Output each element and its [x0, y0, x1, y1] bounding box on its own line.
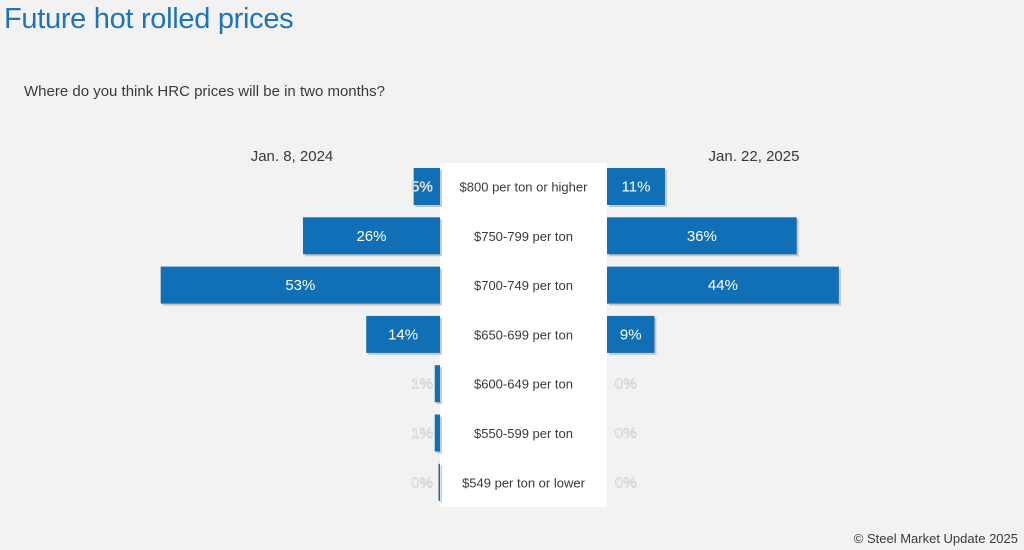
data-label-left: 0% — [411, 474, 433, 491]
category-panel — [440, 163, 607, 507]
data-label-right: 44% — [708, 277, 738, 294]
category-label: $750-799 per ton — [474, 229, 573, 244]
data-label-right: 0% — [615, 376, 637, 393]
bar-left — [434, 414, 440, 452]
data-label-left: 26% — [356, 228, 386, 245]
bar-left — [434, 365, 440, 403]
butterfly-bar-chart: Jan. 8, 2024 Jan. 22, 2025 $800 per ton or… — [160, 148, 841, 507]
data-label-left: 53% — [285, 277, 315, 294]
survey-question: Where do you think HRC prices will be in… — [24, 83, 385, 100]
data-label-right: 9% — [620, 326, 642, 343]
category-label: $550-599 per ton — [474, 426, 573, 441]
bar-left — [302, 217, 440, 255]
bar-shadow — [440, 465, 442, 503]
bar-right — [607, 168, 665, 205]
category-label: $650-699 per ton — [474, 327, 573, 342]
data-label-right: 36% — [687, 228, 717, 245]
bar-left — [160, 266, 440, 304]
category-label: $800 per ton or higher — [460, 180, 589, 195]
series-header-right: Jan. 22, 2025 — [709, 148, 800, 165]
data-label-right: 0% — [615, 474, 637, 491]
data-label-left: 1% — [411, 376, 433, 393]
bar-right — [607, 315, 655, 353]
bar-right — [607, 266, 839, 304]
bar-left — [438, 463, 440, 501]
data-label-left: 1% — [411, 425, 433, 442]
data-label-right: 0% — [615, 425, 637, 442]
bar-left — [366, 315, 440, 353]
data-label-left: 14% — [388, 326, 418, 343]
series-header-left: Jan. 8, 2024 — [251, 148, 334, 165]
bar-left — [413, 168, 440, 205]
bar-right — [607, 217, 797, 255]
data-label-right: 11% — [622, 179, 651, 196]
category-label: $549 per ton or lower — [462, 475, 586, 490]
copyright-notice: © Steel Market Update 2025 — [853, 531, 1018, 546]
category-label: $600-649 per ton — [474, 377, 573, 392]
chart-title: Future hot rolled prices — [4, 3, 294, 35]
data-label-left: 5% — [411, 179, 433, 196]
category-label: $700-749 per ton — [474, 278, 573, 293]
